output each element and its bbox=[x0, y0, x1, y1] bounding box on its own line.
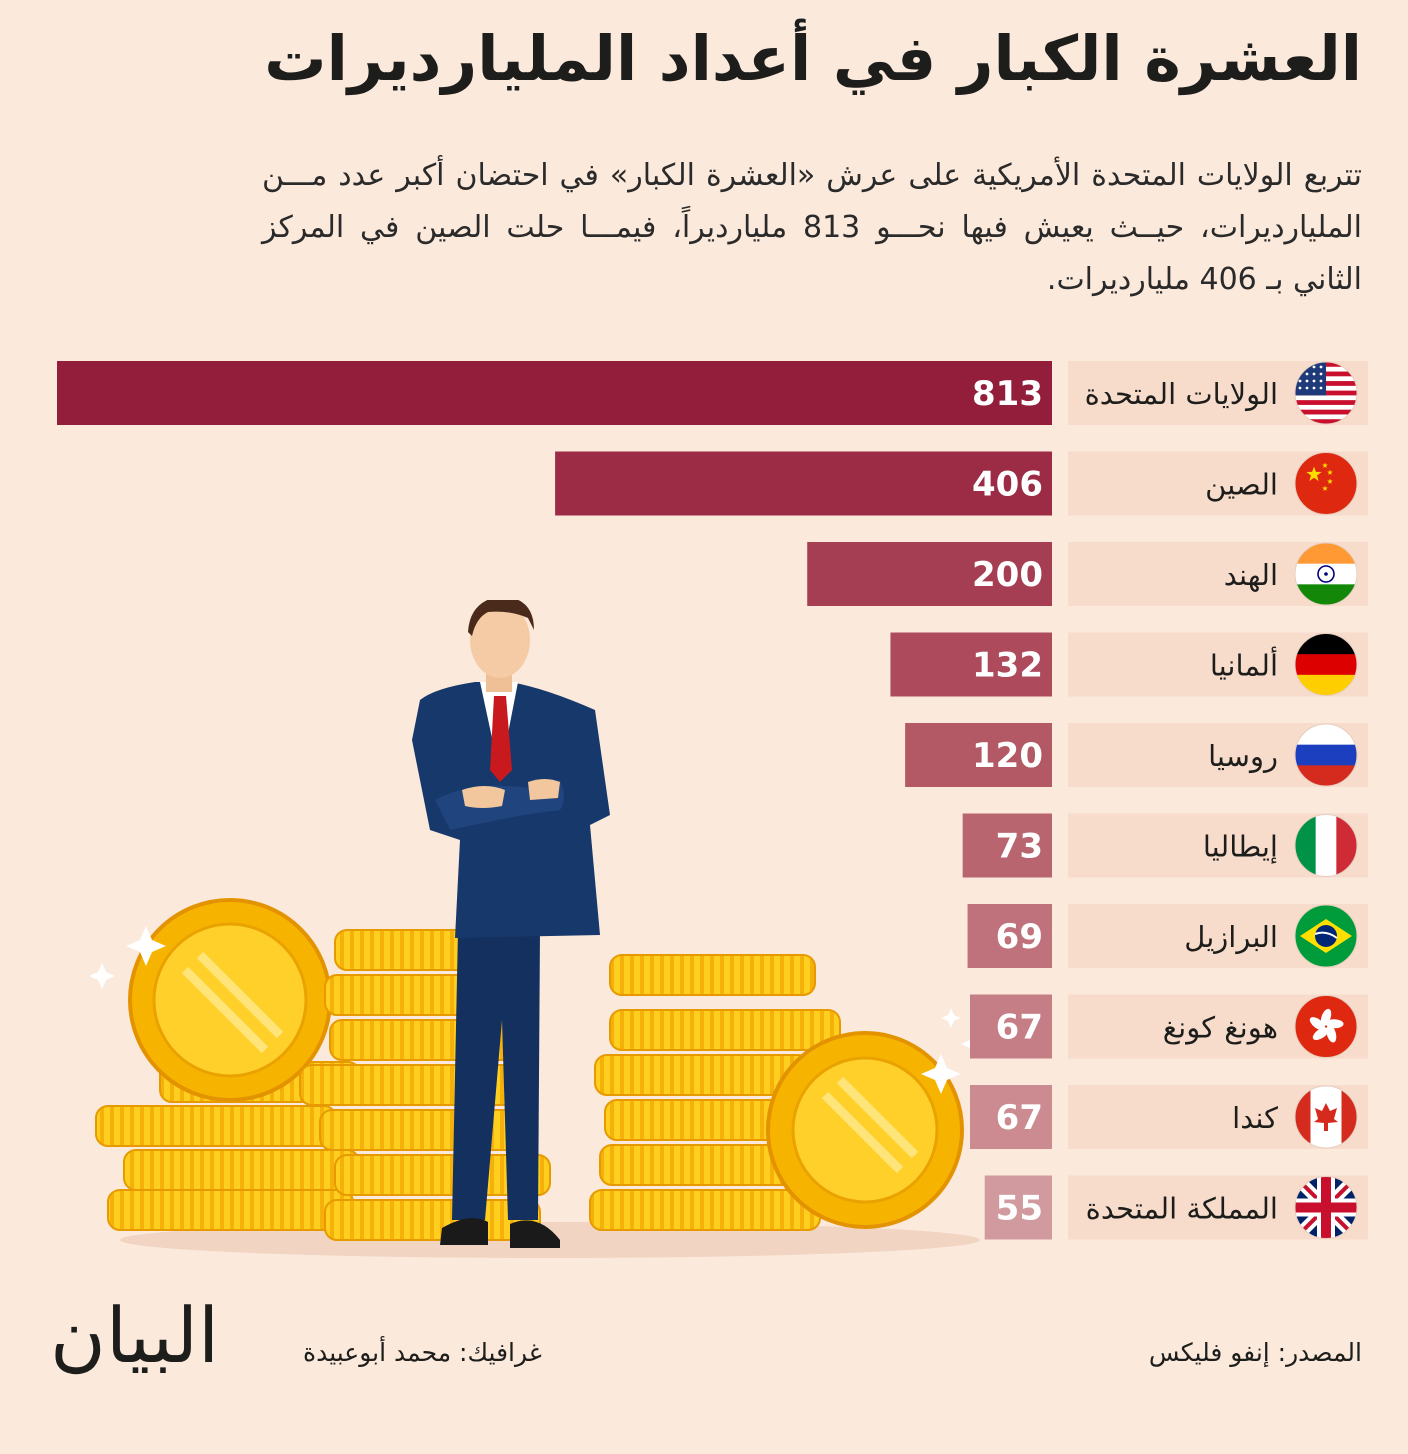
bar-row: 132 ألمانيا bbox=[890, 632, 1368, 697]
uk-flag-icon bbox=[1294, 1176, 1358, 1239]
bar bbox=[970, 994, 1052, 1059]
bar bbox=[967, 904, 1052, 968]
hong-kong-flag-icon bbox=[1294, 995, 1358, 1058]
category-label: المملكة المتحدة bbox=[1086, 1192, 1278, 1226]
us-flag-icon bbox=[1294, 361, 1358, 425]
bar bbox=[57, 361, 1052, 425]
category-label: البرازيل bbox=[1184, 920, 1278, 954]
canada-flag-icon bbox=[1294, 1085, 1358, 1149]
page-title: العشرة الكبار في أعداد المليارديرات bbox=[264, 22, 1362, 95]
data-label: 73 bbox=[996, 827, 1043, 867]
bar bbox=[962, 813, 1052, 878]
category-label: روسيا bbox=[1208, 739, 1278, 773]
data-label: 67 bbox=[996, 1098, 1043, 1138]
bar-chart: 813 الولايات المتحدة 406 الصين 200 الهند 132 أل… bbox=[57, 361, 1368, 1240]
bar bbox=[807, 542, 1052, 606]
brazil-flag-icon bbox=[1294, 904, 1358, 968]
data-label: 67 bbox=[996, 1008, 1043, 1048]
data-label: 55 bbox=[996, 1189, 1043, 1229]
bar bbox=[905, 723, 1052, 787]
data-label: 120 bbox=[972, 736, 1043, 776]
bar-row: 73 إيطاليا bbox=[962, 813, 1368, 878]
bar-row: 67 كندا bbox=[970, 1085, 1368, 1149]
bar bbox=[890, 632, 1052, 697]
bar-row: 120 روسيا bbox=[905, 723, 1368, 787]
bar bbox=[555, 451, 1052, 516]
category-label: الهند bbox=[1224, 558, 1278, 592]
category-label: الصين bbox=[1205, 468, 1278, 502]
india-flag-icon bbox=[1294, 542, 1358, 606]
data-label: 406 bbox=[972, 465, 1043, 505]
bar-row: 69 البرازيل bbox=[967, 904, 1368, 968]
russia-flag-icon bbox=[1294, 723, 1358, 787]
data-label: 200 bbox=[972, 555, 1043, 595]
albayan-logo: البيان bbox=[50, 1291, 220, 1380]
bar-row: 406 الصين bbox=[555, 451, 1368, 516]
category-label: الولايات المتحدة bbox=[1085, 377, 1278, 411]
bar-row: 200 الهند bbox=[807, 542, 1368, 606]
bar bbox=[970, 1085, 1052, 1149]
bar-row: 813 الولايات المتحدة bbox=[57, 361, 1368, 425]
category-label: هونغ كونغ bbox=[1163, 1011, 1278, 1045]
page-subtitle: تتربع الولايات المتحدة الأمريكية على عرش… bbox=[262, 158, 1362, 297]
category-label: ألمانيا bbox=[1210, 646, 1278, 683]
bar-row: 55 المملكة المتحدة bbox=[984, 1175, 1368, 1240]
graphics-credit: غرافيك: محمد أبوعبيدة bbox=[303, 1338, 542, 1367]
businessman-with-gold-coins-illustration bbox=[63, 596, 987, 1265]
data-label: 69 bbox=[996, 917, 1043, 957]
source-note: المصدر: إنفو فليكس bbox=[1148, 1338, 1362, 1367]
bar bbox=[984, 1175, 1052, 1240]
bar-row: 67 هونغ كونغ bbox=[970, 994, 1368, 1059]
china-flag-icon bbox=[1294, 452, 1358, 515]
germany-flag-icon bbox=[1294, 633, 1358, 696]
category-label: كندا bbox=[1232, 1101, 1278, 1135]
italy-flag-icon bbox=[1294, 814, 1358, 877]
category-label: إيطاليا bbox=[1203, 830, 1278, 865]
data-label: 132 bbox=[972, 646, 1043, 686]
data-label: 813 bbox=[972, 374, 1043, 414]
